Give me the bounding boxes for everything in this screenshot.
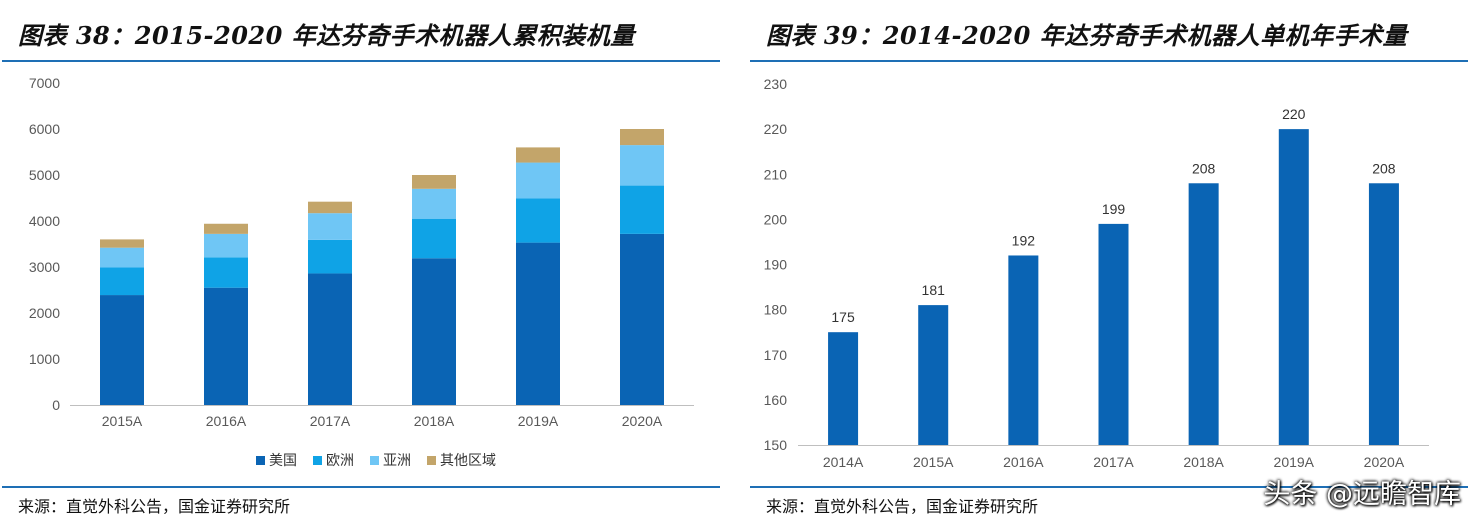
bar-segment-0 (308, 273, 352, 405)
legend-swatch (370, 455, 379, 465)
bar-segment-1 (516, 198, 560, 243)
bar-segment-2 (204, 233, 248, 258)
y-tick-label: 210 (764, 166, 788, 182)
y-tick-label: 5000 (29, 167, 60, 183)
left-source-note: 来源：直觉外科公告，国金证券研究所 (18, 497, 291, 516)
bar-segment-1 (620, 185, 664, 234)
bar-segment-3 (100, 239, 144, 248)
bar-segment-3 (516, 147, 560, 163)
right-bottom-rule (750, 486, 1468, 488)
y-tick-label: 220 (764, 121, 788, 137)
data-label: 192 (1012, 232, 1036, 248)
x-tick-label: 2017A (310, 413, 351, 429)
data-label: 220 (1282, 106, 1306, 122)
bar-segment-3 (308, 201, 352, 214)
data-label: 175 (831, 309, 855, 325)
right-figure-panel: 图表 39：2014-2020 年达芬奇手术机器人单机年手术量 150 160 17… (748, 0, 1470, 527)
legend-item: 亚洲 (370, 450, 411, 470)
x-tick-label: 2017A (1093, 454, 1134, 470)
bar-segment-0 (100, 295, 144, 405)
bar (1008, 255, 1039, 445)
legend-swatch (256, 455, 265, 465)
bar (1188, 183, 1219, 445)
bar-segment-0 (412, 258, 456, 405)
x-tick-label: 2018A (1183, 454, 1224, 470)
bar-segment-2 (308, 213, 352, 240)
legend-label: 欧洲 (326, 453, 354, 469)
y-tick-label: 0 (52, 397, 60, 413)
bar (1278, 129, 1309, 445)
bar-segment-3 (204, 223, 248, 234)
data-label: 208 (1192, 160, 1216, 176)
left-figure-title: 图表 38：2015-2020 年达芬奇手术机器人累积装机量 (18, 21, 635, 50)
right-bar-chart: 150 160 170 180 190 200 210 220 230 175 2014A 181 20… (764, 76, 1429, 470)
bar (1098, 223, 1129, 445)
data-label: 181 (922, 282, 946, 298)
x-tick-label: 2015A (913, 454, 954, 470)
y-tick-label: 150 (764, 437, 788, 453)
legend-item: 欧洲 (313, 450, 354, 470)
y-tick-label: 3000 (29, 259, 60, 275)
left-stacked-bar-chart: 0 1000 2000 3000 4000 5000 6000 7000 2015A 2016A 2… (29, 75, 694, 429)
x-tick-label: 2014A (823, 454, 864, 470)
y-tick-label: 6000 (29, 121, 60, 137)
y-tick-label: 7000 (29, 75, 60, 91)
bar-segment-0 (516, 242, 560, 405)
y-tick-label: 2000 (29, 305, 60, 321)
bar-segment-3 (412, 175, 456, 189)
right-source-note: 来源：直觉外科公告，国金证券研究所 (766, 497, 1039, 516)
legend-swatch (427, 455, 436, 465)
y-tick-label: 1000 (29, 351, 60, 367)
legend-swatch (313, 455, 322, 465)
bar-segment-2 (516, 162, 560, 199)
legend-item: 美国 (256, 450, 297, 470)
data-label: 208 (1372, 160, 1396, 176)
y-tick-label: 190 (764, 257, 788, 273)
watermark: 头条 @远瞻智库 (1263, 479, 1461, 510)
y-tick-label: 200 (764, 211, 788, 227)
right-figure-title: 图表 39：2014-2020 年达芬奇手术机器人单机年手术量 (766, 21, 1408, 50)
left-chart-legend: 美国 欧洲 亚洲 其他区域 (256, 450, 496, 470)
bar (828, 332, 859, 445)
x-tick-label: 2020A (1364, 454, 1405, 470)
legend-item: 其他区域 (427, 450, 496, 470)
bar-segment-0 (620, 233, 664, 405)
bar (1368, 183, 1399, 445)
x-tick-label: 2015A (102, 413, 143, 429)
right-top-rule (750, 60, 1468, 62)
x-tick-label: 2019A (1274, 454, 1315, 470)
bar-segment-1 (412, 218, 456, 259)
left-bottom-rule (2, 486, 720, 488)
x-tick-label: 2018A (414, 413, 455, 429)
y-tick-label: 170 (764, 347, 788, 363)
bar-segment-1 (204, 257, 248, 288)
bar-segment-2 (412, 188, 456, 219)
legend-label: 其他区域 (440, 453, 496, 469)
bar (918, 305, 949, 445)
bar-segment-2 (100, 247, 144, 268)
bar-segment-2 (620, 145, 664, 186)
left-top-rule (2, 60, 720, 62)
y-tick-label: 160 (764, 392, 788, 408)
bar-segment-1 (308, 239, 352, 274)
y-tick-label: 4000 (29, 213, 60, 229)
bar-segment-0 (204, 287, 248, 405)
bar-segment-1 (100, 267, 144, 296)
data-label: 199 (1102, 201, 1126, 217)
bar-segment-3 (620, 129, 664, 146)
legend-label: 美国 (269, 453, 297, 469)
x-tick-label: 2020A (622, 413, 663, 429)
x-tick-label: 2016A (1003, 454, 1044, 470)
x-tick-label: 2019A (518, 413, 559, 429)
x-tick-label: 2016A (206, 413, 247, 429)
legend-label: 亚洲 (383, 453, 411, 469)
y-tick-label: 180 (764, 302, 788, 318)
y-tick-label: 230 (764, 76, 788, 92)
left-figure-panel: 图表 38：2015-2020 年达芬奇手术机器人累积装机量 0 1000 2000… (0, 0, 722, 527)
